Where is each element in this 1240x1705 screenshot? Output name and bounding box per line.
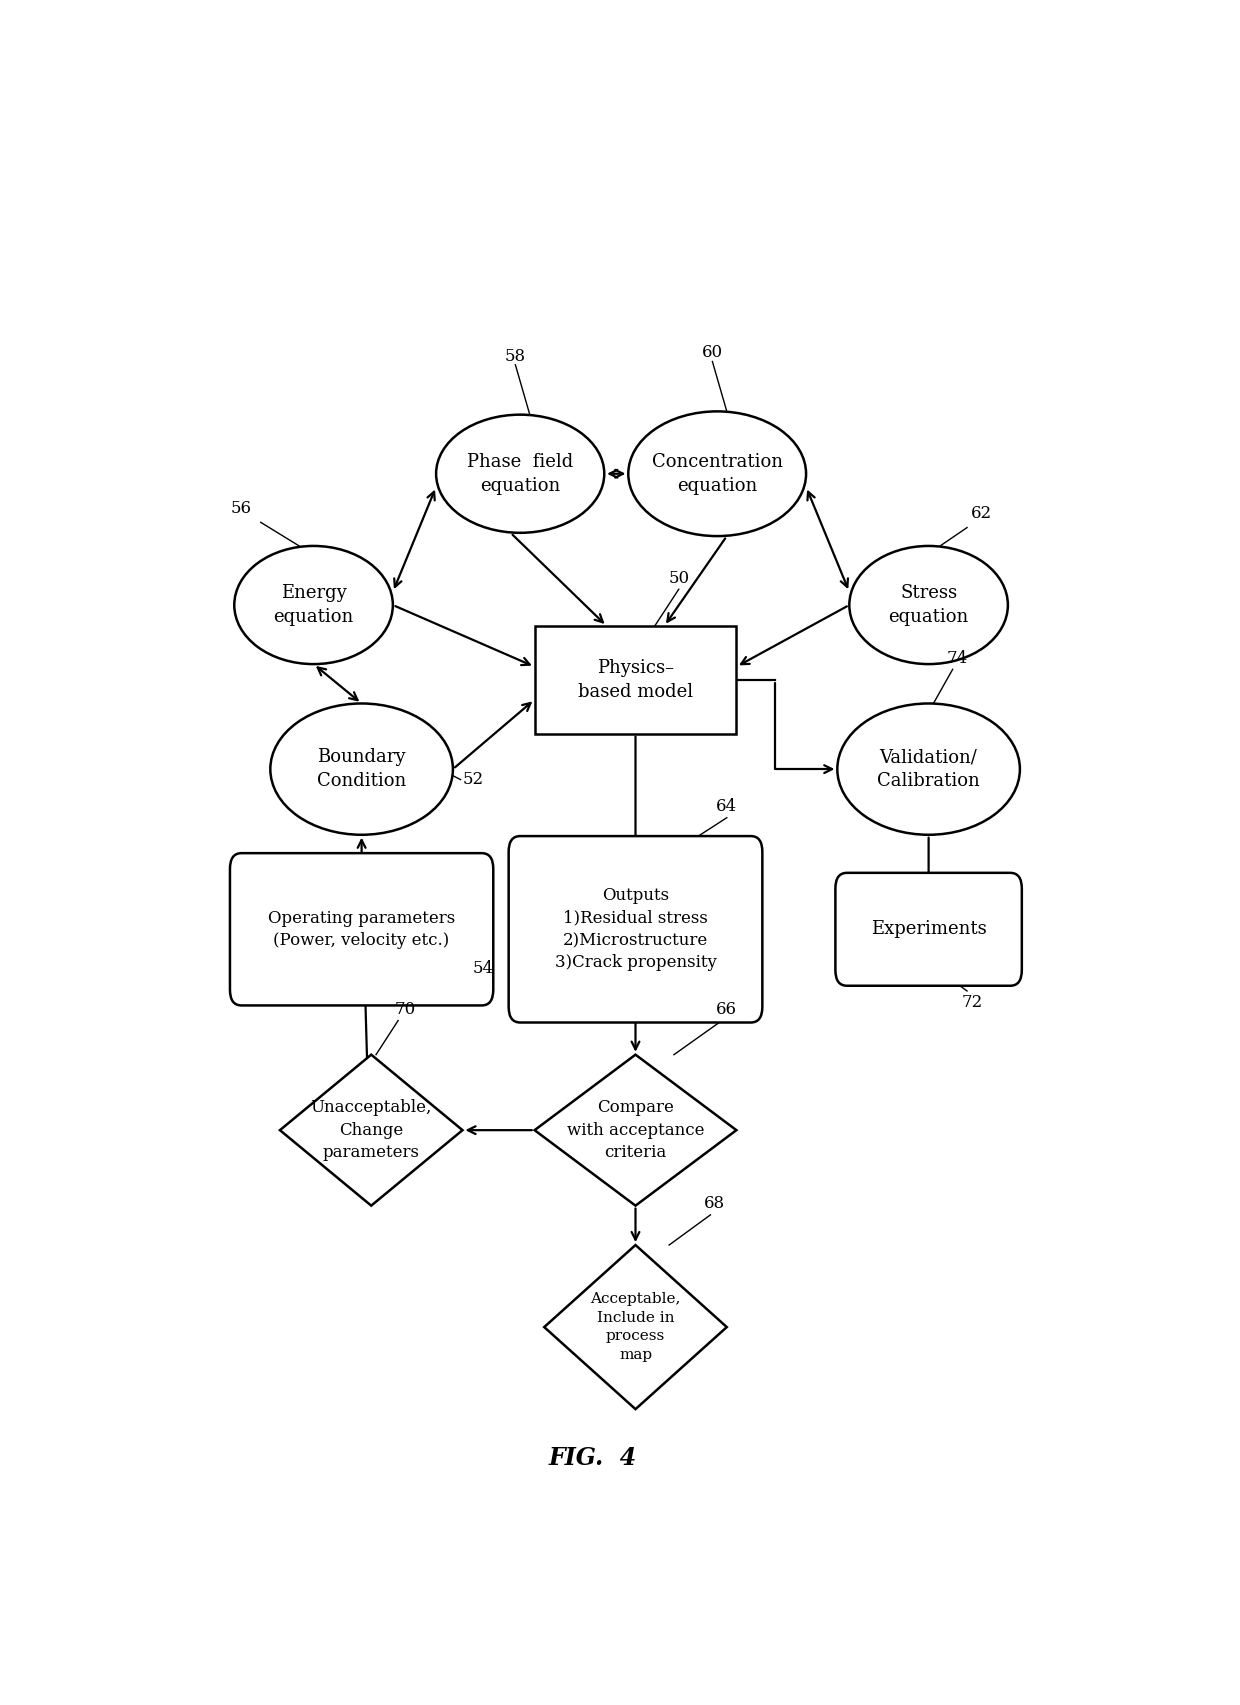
Text: Experiments: Experiments xyxy=(870,921,987,938)
Text: 74: 74 xyxy=(947,650,968,667)
FancyBboxPatch shape xyxy=(836,873,1022,985)
Ellipse shape xyxy=(270,704,453,835)
Text: 64: 64 xyxy=(717,798,738,815)
Text: Acceptable,
Include in
process
map: Acceptable, Include in process map xyxy=(590,1292,681,1362)
Ellipse shape xyxy=(837,704,1019,835)
FancyBboxPatch shape xyxy=(229,852,494,1006)
Text: 72: 72 xyxy=(961,994,982,1011)
Text: 54: 54 xyxy=(472,960,494,977)
Polygon shape xyxy=(280,1055,463,1205)
Text: 50: 50 xyxy=(668,569,689,587)
Polygon shape xyxy=(534,1055,737,1205)
Text: 68: 68 xyxy=(704,1195,725,1212)
Text: Unacceptable,
Change
parameters: Unacceptable, Change parameters xyxy=(310,1100,432,1161)
Text: Stress
equation: Stress equation xyxy=(889,585,968,626)
Polygon shape xyxy=(544,1245,727,1408)
Text: Compare
with acceptance
criteria: Compare with acceptance criteria xyxy=(567,1100,704,1161)
Text: 52: 52 xyxy=(463,771,484,788)
Text: Concentration
equation: Concentration equation xyxy=(652,454,782,494)
Text: Energy
equation: Energy equation xyxy=(274,585,353,626)
Text: FIG.  4: FIG. 4 xyxy=(548,1446,636,1470)
FancyBboxPatch shape xyxy=(534,626,737,733)
Text: Validation/
Calibration: Validation/ Calibration xyxy=(877,748,980,789)
Text: 56: 56 xyxy=(231,500,252,517)
FancyBboxPatch shape xyxy=(508,835,763,1023)
Text: Operating parameters
(Power, velocity etc.): Operating parameters (Power, velocity et… xyxy=(268,910,455,950)
Text: 60: 60 xyxy=(702,344,723,361)
Ellipse shape xyxy=(629,411,806,535)
Text: Outputs
1)Residual stress
2)Microstructure
3)Crack propensity: Outputs 1)Residual stress 2)Microstructu… xyxy=(554,888,717,972)
Text: Phase  field
equation: Phase field equation xyxy=(467,454,573,494)
Text: 66: 66 xyxy=(717,1001,738,1018)
Text: 62: 62 xyxy=(971,505,992,522)
Ellipse shape xyxy=(234,546,393,665)
Text: Physics–
based model: Physics– based model xyxy=(578,660,693,701)
Ellipse shape xyxy=(849,546,1008,665)
Text: 58: 58 xyxy=(505,348,526,365)
Ellipse shape xyxy=(436,414,604,532)
Text: 70: 70 xyxy=(394,1001,415,1018)
Text: Boundary
Condition: Boundary Condition xyxy=(317,748,407,789)
